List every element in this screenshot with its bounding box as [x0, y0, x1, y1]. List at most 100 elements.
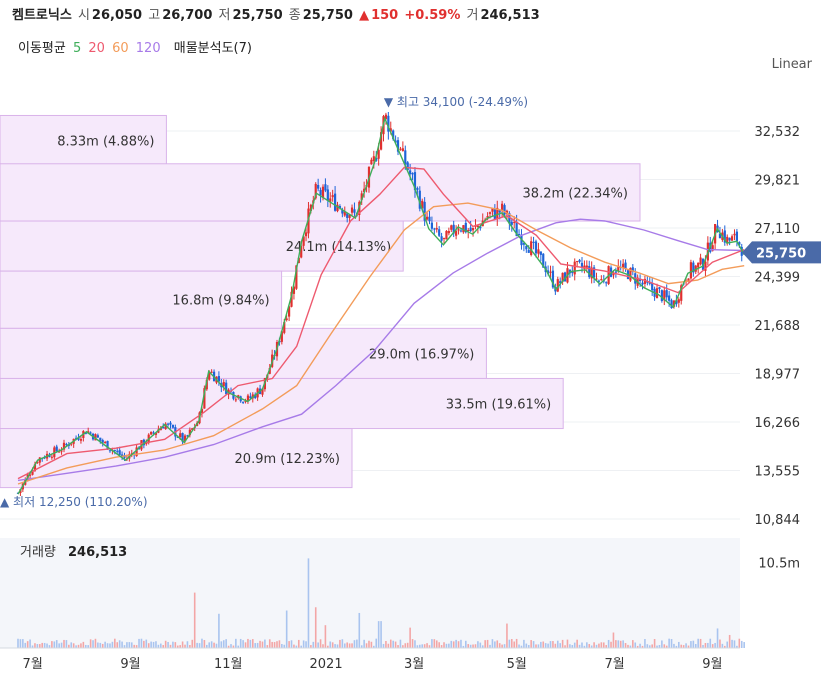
candle-body: [94, 434, 97, 441]
volume-bar: [675, 645, 678, 648]
volume-bar: [126, 642, 128, 648]
ma-legend[interactable]: 이동평균 5 20 60 120 매물분석도(7): [18, 37, 255, 56]
candle-body: [50, 456, 53, 458]
candle-body: [501, 203, 504, 211]
volume-bar: [133, 644, 135, 648]
candle-body: [246, 395, 250, 401]
volume-bar: [556, 640, 559, 648]
volume-bar: [259, 640, 261, 648]
candle-body: [723, 230, 726, 243]
ma5-legend[interactable]: 5: [72, 41, 82, 56]
volume-bar: [590, 645, 593, 648]
scale-label: Linear: [772, 57, 813, 72]
volume-bar: [598, 643, 600, 648]
volume-bar: [651, 644, 653, 648]
volume-bar: [123, 645, 126, 648]
volume-bar: [634, 642, 637, 648]
volume-bar: [172, 641, 174, 648]
low-label: 저: [218, 8, 231, 23]
candle-body: [179, 433, 182, 437]
candle-body: [510, 221, 513, 225]
volume-bar: [104, 641, 106, 648]
volume-bar: [646, 644, 649, 648]
candle-body: [462, 225, 465, 233]
volume-bar: [334, 644, 336, 648]
ma-legend-title: 이동평균: [18, 41, 66, 56]
volume-bar: [273, 642, 276, 648]
volume-profile-legend[interactable]: 매물분석도(7): [173, 41, 252, 56]
candle-body: [353, 209, 356, 213]
volume-bar: [58, 643, 60, 648]
candle-body: [428, 216, 431, 222]
candle-body: [440, 236, 443, 241]
volume-bar: [72, 643, 75, 648]
volume-bar: [22, 639, 24, 648]
volume-bar: [402, 645, 404, 648]
volume-bar: [29, 639, 31, 648]
volume-bar: [632, 640, 634, 648]
volume-bar: [140, 638, 143, 648]
candle-body: [580, 262, 584, 268]
volume-bar: [121, 641, 123, 648]
volume-bar: [305, 641, 307, 648]
volume-bar: [392, 640, 394, 648]
volume-profile-bar-4: [0, 327, 487, 379]
volume-bar: [261, 641, 264, 648]
volume-bar: [457, 641, 460, 648]
volume-bar: [174, 642, 177, 648]
candle-body: [515, 222, 518, 237]
volume-bar: [169, 644, 172, 648]
candle-body: [33, 464, 37, 471]
volume-bar: [465, 640, 467, 648]
volume-bar: [319, 639, 322, 648]
volume-bar: [295, 645, 298, 648]
candle-body: [162, 427, 165, 429]
volume-bar: [373, 645, 375, 648]
x-tick-label-2: 11월: [214, 657, 243, 672]
volume-bar: [501, 644, 503, 648]
candle-body: [171, 424, 175, 428]
close-label: 종: [288, 8, 301, 23]
volume-bar: [387, 643, 390, 648]
candle-body: [77, 437, 80, 440]
ma20-legend[interactable]: 20: [88, 41, 105, 56]
candle-body: [416, 187, 419, 190]
candle-body: [36, 462, 39, 464]
candle-body: [176, 436, 179, 438]
volume-bar: [443, 642, 445, 648]
candle-body: [225, 382, 228, 395]
ma60-legend[interactable]: 60: [112, 41, 129, 56]
candle-body: [459, 230, 463, 232]
candle-body: [186, 435, 189, 437]
volume-bar: [462, 645, 465, 648]
candle-body: [491, 208, 494, 212]
volume-bar: [544, 643, 547, 648]
volume-bar: [740, 640, 743, 648]
volume-bar: [673, 643, 675, 648]
volume-bar: [348, 643, 351, 648]
volume-bar: [571, 645, 574, 648]
volume-bar: [588, 644, 591, 648]
volume-bar: [540, 641, 542, 648]
candle-body: [425, 216, 429, 220]
volume-bar: [193, 592, 196, 648]
candle-body: [479, 226, 482, 229]
volume-bar: [152, 641, 155, 648]
candle-body: [389, 128, 392, 132]
candle-body: [203, 388, 206, 409]
volume-bar: [118, 640, 121, 648]
volume-bar: [331, 642, 334, 648]
volume-bar: [426, 643, 428, 648]
volume-bar: [181, 641, 184, 648]
candle-body: [735, 231, 739, 242]
volume-bar: [486, 639, 489, 648]
x-tick-label-1: 9월: [120, 657, 140, 672]
volume-bar: [160, 643, 162, 648]
candle-body: [84, 432, 87, 435]
candle-body: [120, 454, 124, 457]
volume-bar: [496, 640, 499, 648]
candle-body: [559, 281, 562, 284]
change-percent: +0.59%: [404, 8, 461, 23]
ma120-legend[interactable]: 120: [135, 41, 161, 56]
